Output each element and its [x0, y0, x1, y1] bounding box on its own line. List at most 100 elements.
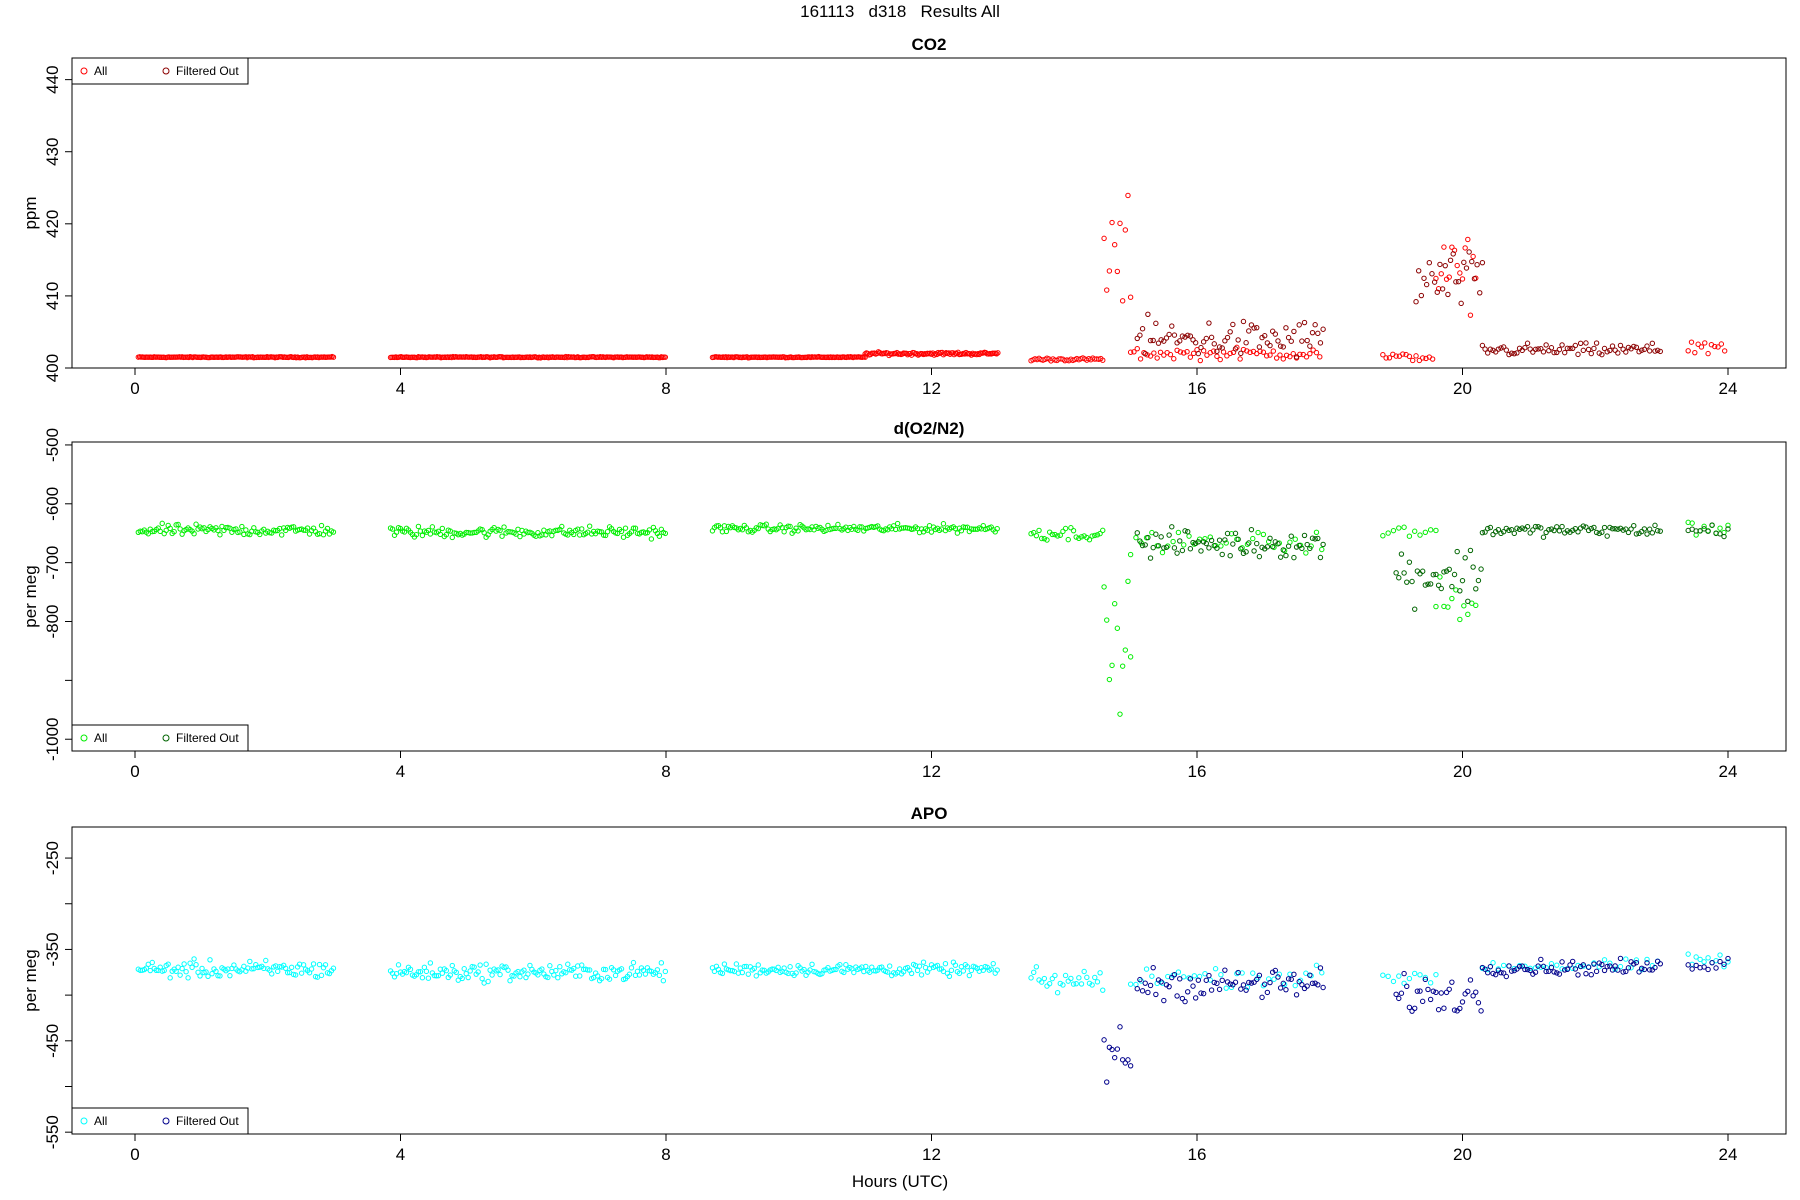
data-point: [1256, 972, 1263, 979]
data-point: [1251, 979, 1257, 985]
data-point: [894, 520, 901, 527]
data-point: [662, 968, 669, 975]
data-point: [1548, 964, 1555, 971]
data-point: [267, 530, 273, 536]
data-point: [1425, 581, 1431, 587]
data-point: [721, 961, 728, 967]
data-point: [1240, 982, 1247, 988]
y-tick-label: -600: [43, 487, 62, 521]
plot-frame: [71, 441, 1787, 752]
data-point: [1538, 956, 1544, 963]
data-point: [1196, 536, 1203, 542]
data-point: [1467, 547, 1474, 554]
data-point: [1511, 530, 1517, 537]
x-tick-label: 20: [1453, 379, 1472, 398]
data-point: [1192, 340, 1199, 346]
data-point: [1206, 320, 1212, 326]
data-point: [1147, 555, 1154, 561]
data-point: [209, 970, 215, 977]
data-point: [1203, 977, 1209, 983]
data-point: [1062, 525, 1069, 532]
data-point: [1446, 986, 1452, 992]
data-point: [1150, 964, 1156, 971]
data-point: [145, 531, 151, 537]
data-point: [1413, 353, 1419, 359]
data-point: [1125, 578, 1131, 585]
data-point: [1147, 982, 1154, 989]
data-point: [1076, 975, 1082, 981]
data-point: [551, 972, 557, 978]
data-point: [1119, 663, 1126, 669]
data-point: [1709, 522, 1715, 528]
data-point: [1511, 967, 1517, 974]
data-point: [1535, 523, 1541, 530]
data-point: [1179, 995, 1186, 1002]
x-tick-label: 20: [1453, 1145, 1472, 1164]
data-point: [513, 531, 519, 537]
data-point: [1320, 326, 1326, 332]
data-point: [1179, 547, 1186, 554]
data-point: [1222, 338, 1228, 344]
data-point: [1104, 1079, 1110, 1085]
data-point: [389, 526, 396, 532]
data-point: [1192, 995, 1199, 1001]
data-point: [1317, 554, 1324, 561]
data-point: [781, 965, 787, 971]
data-point: [1575, 962, 1581, 969]
data-point: [1620, 969, 1626, 975]
data-point: [1548, 345, 1555, 351]
data-point: [1230, 541, 1236, 547]
data-point: [831, 525, 837, 532]
data-point: [1315, 535, 1321, 542]
x-tick-label: 0: [130, 1145, 139, 1164]
data-point: [459, 975, 465, 982]
data-point: [1439, 286, 1446, 292]
data-point: [1159, 549, 1166, 556]
data-point: [1556, 528, 1563, 534]
data-point: [1271, 976, 1277, 982]
x-tick-label: 24: [1719, 1145, 1738, 1164]
data-point: [1639, 347, 1645, 353]
data-point: [1385, 973, 1391, 980]
data-point: [1438, 271, 1444, 277]
data-point: [1260, 983, 1267, 989]
data-point: [1320, 984, 1326, 991]
data-point: [1701, 526, 1707, 532]
data-point: [1633, 344, 1640, 350]
data-point: [1171, 332, 1178, 338]
data-point: [1046, 980, 1053, 987]
data-point: [1457, 1005, 1463, 1012]
data-point: [951, 351, 957, 358]
data-point: [1559, 523, 1565, 530]
data-point: [1240, 346, 1247, 353]
data-point: [403, 969, 410, 976]
data-point: [1562, 967, 1568, 973]
data-point: [1609, 526, 1616, 532]
data-point: [1427, 581, 1434, 587]
data-point: [1272, 331, 1279, 337]
data-point: [851, 969, 857, 976]
data-point: [1192, 540, 1199, 546]
data-point: [936, 966, 943, 972]
data-point: [1134, 986, 1140, 992]
data-point: [1280, 980, 1286, 987]
data-point: [1524, 340, 1531, 346]
data-point: [1200, 348, 1207, 354]
data-point: [586, 967, 593, 973]
data-point: [1171, 545, 1178, 551]
data-point: [1412, 606, 1418, 612]
data-point: [1522, 966, 1528, 973]
data-point: [1482, 346, 1488, 352]
data-point: [395, 962, 402, 968]
data-point: [1535, 963, 1541, 969]
data-point: [269, 971, 275, 977]
data-point: [1422, 976, 1429, 983]
y-tick-label: 420: [43, 210, 62, 238]
data-point: [1073, 534, 1079, 540]
data-point: [1569, 958, 1576, 965]
data-point: [1267, 979, 1273, 986]
data-point: [1490, 347, 1496, 354]
data-point: [1307, 545, 1313, 552]
data-point: [1559, 966, 1565, 972]
data-point: [1409, 1008, 1415, 1014]
